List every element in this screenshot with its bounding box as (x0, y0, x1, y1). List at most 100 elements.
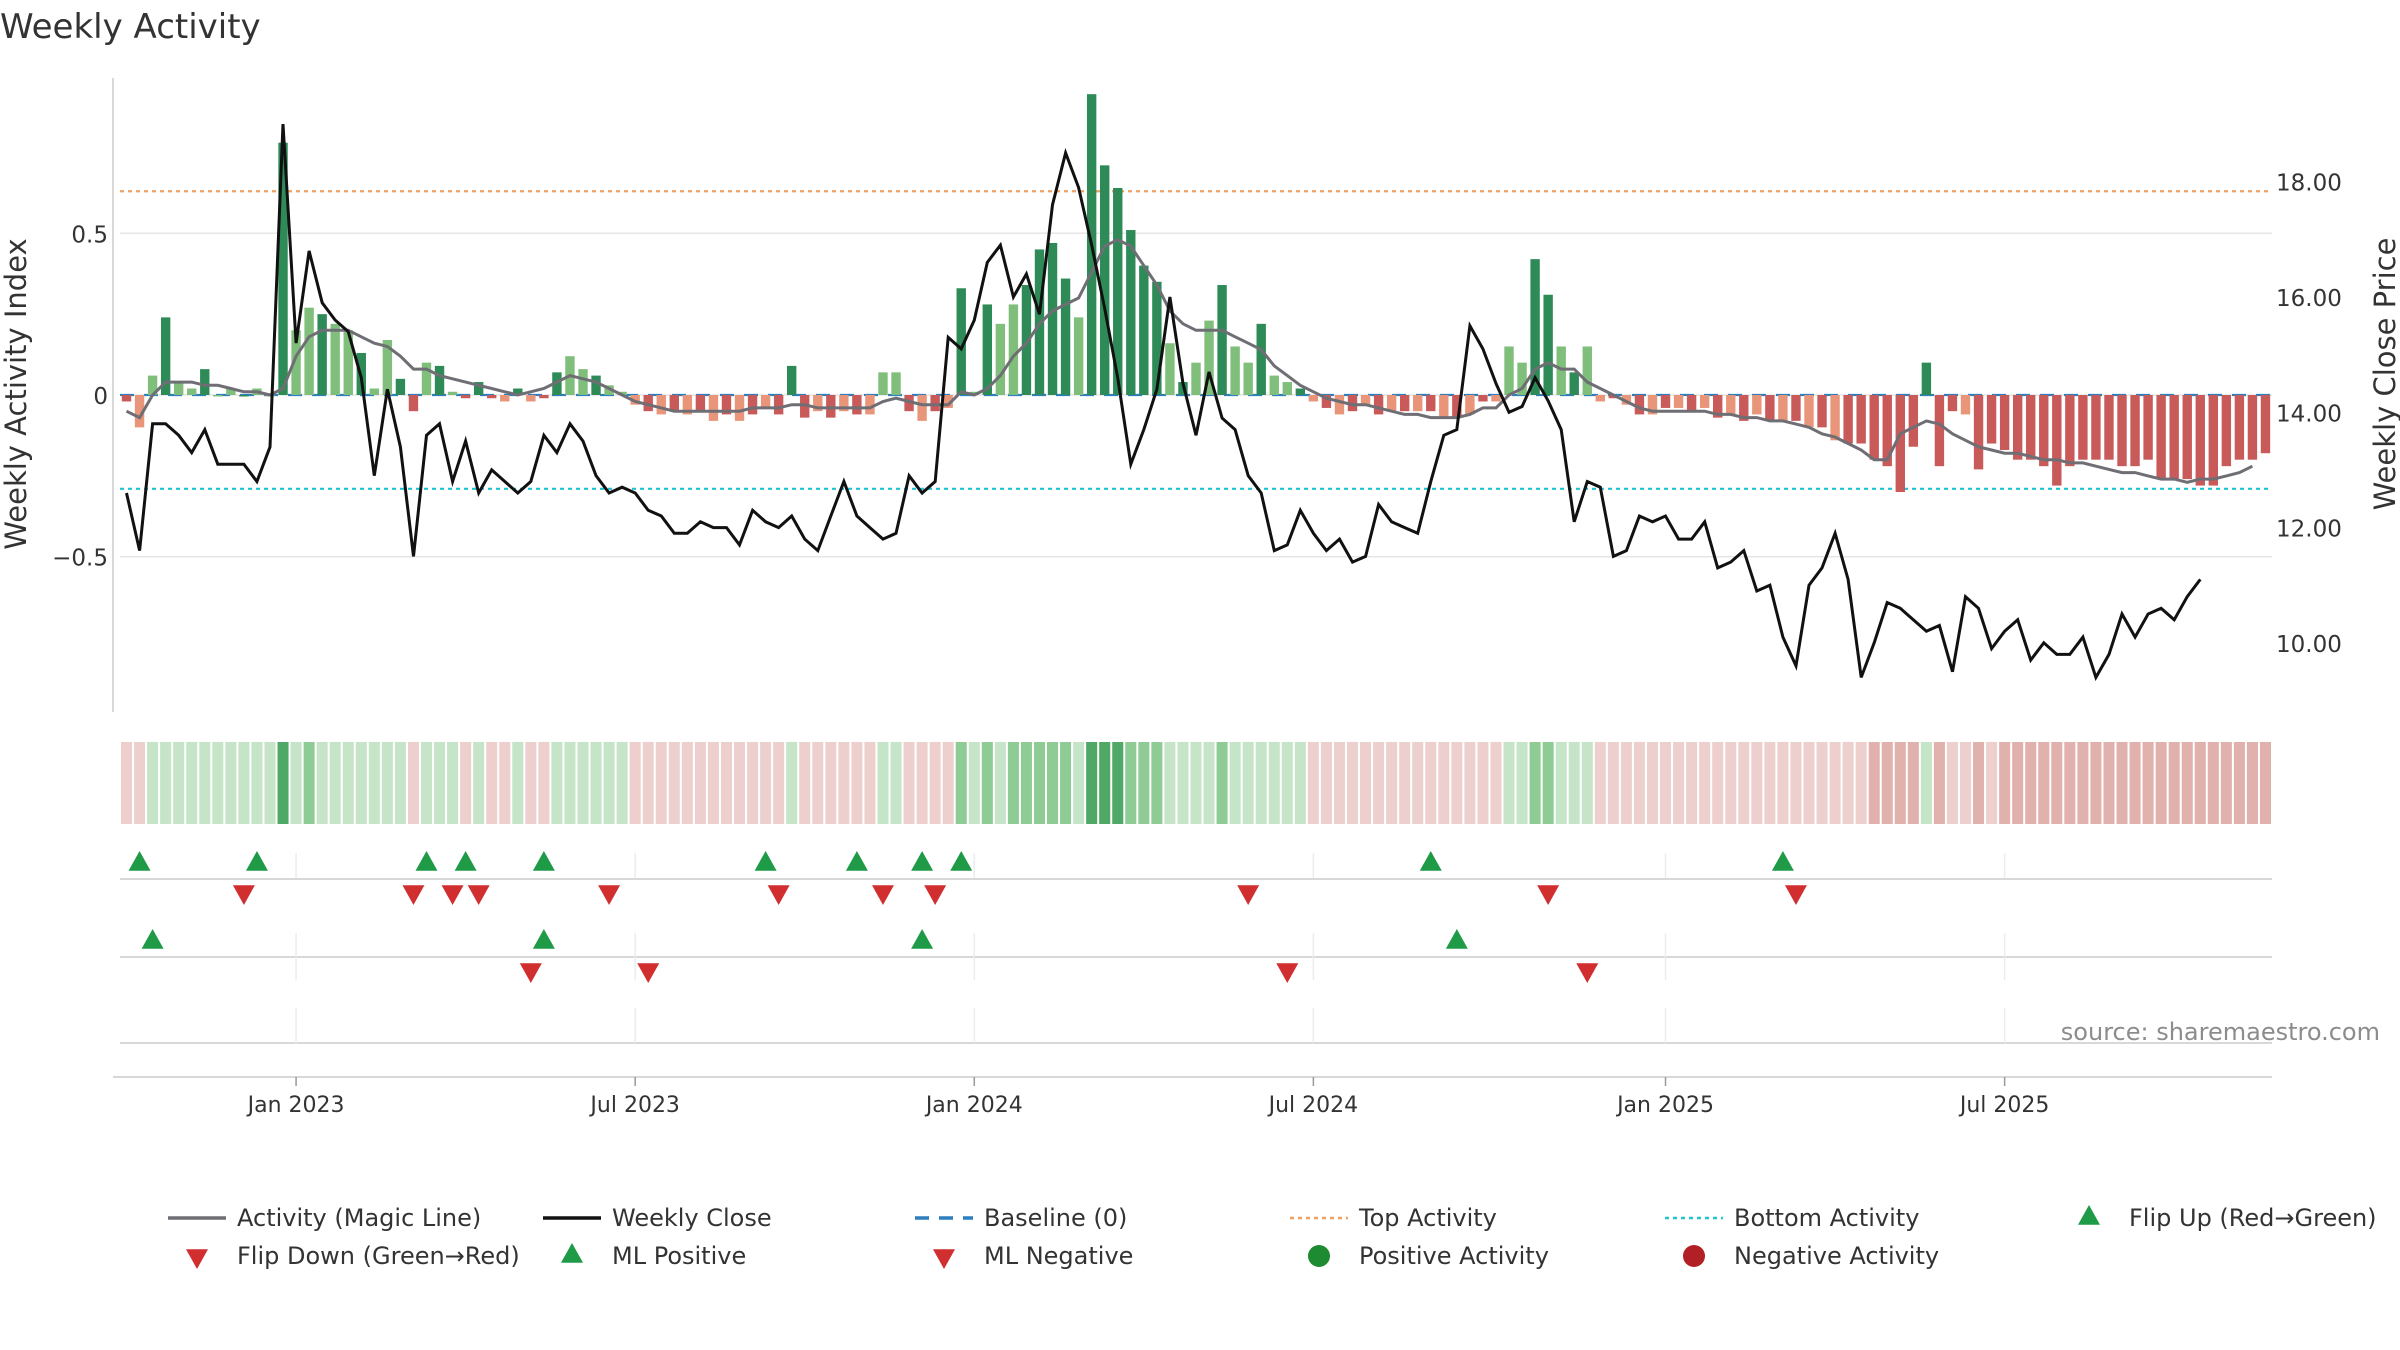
heat-strip-cell (1751, 742, 1763, 824)
heat-strip-cell (1033, 742, 1046, 824)
heat-strip-cell (460, 742, 472, 824)
activity-bar (1869, 395, 1879, 460)
legend-swatch-triangle-down (933, 1249, 955, 1269)
activity-bar (1113, 187, 1123, 395)
heat-strip-cell (1399, 742, 1411, 824)
activity-bar (2091, 395, 2101, 460)
activity-bar (1921, 362, 1932, 395)
heat-strip-cell (251, 742, 263, 824)
heat-strip-cell (1855, 742, 1867, 824)
heat-strip-cell (1973, 742, 1985, 824)
activity-bar (447, 391, 458, 395)
activity-bar (2065, 395, 2075, 467)
heat-strip-cell (1333, 742, 1345, 824)
activity-bar (2012, 395, 2023, 460)
flip-down-marker (767, 885, 790, 905)
heat-strip-cell (1803, 742, 1815, 824)
legend-label: Flip Down (Green→Red) (237, 1242, 520, 1270)
legend-swatch-circle (1308, 1245, 1330, 1267)
activity-bar (1986, 395, 1997, 444)
heat-strip-cell (968, 742, 980, 824)
legend-swatch-circle (1683, 1245, 1705, 1267)
flip-down-marker (924, 885, 947, 905)
activity-bar (1960, 395, 1971, 415)
activity-bar (2247, 395, 2258, 460)
activity-bar (1100, 165, 1110, 395)
activity-bar (1830, 395, 1840, 441)
heat-strip-cell (1829, 742, 1841, 824)
heat-strip-cell (877, 742, 889, 824)
heat-strip-cell (1477, 742, 1489, 824)
flip-down-marker (1237, 885, 1260, 905)
activity-bar (1126, 230, 1136, 395)
ml-negative-marker (1276, 963, 1299, 983)
heat-strip-cell (486, 742, 498, 824)
activity-bar (1634, 395, 1645, 415)
x-tick-label: Jul 2024 (1267, 1093, 1359, 1118)
heat-strip-cell (303, 742, 315, 824)
heat-strip-cell (903, 742, 915, 824)
heat-strip-cell (681, 742, 693, 824)
activity-bar (382, 340, 393, 395)
activity-bar (213, 395, 223, 397)
activity-bar (1647, 395, 1658, 415)
legend-label: Activity (Magic Line) (237, 1204, 481, 1232)
heat-strip-cell (668, 742, 680, 824)
legend-label: Baseline (0) (984, 1204, 1127, 1232)
heat-strip-cell (942, 742, 954, 824)
magic-line-series (125, 238, 2254, 484)
ml-positive-marker (532, 929, 555, 949)
activity-bar (1804, 395, 1814, 428)
x-tick-label: Jan 2025 (1615, 1093, 1714, 1118)
legend-label: Positive Activity (1359, 1242, 1549, 1270)
activity-bar (2195, 395, 2205, 486)
activity-bar (2169, 395, 2179, 480)
heat-strip-cell (1777, 742, 1789, 824)
activity-bar (682, 395, 693, 415)
activity-bar (1713, 395, 1723, 418)
heat-strip-cell (434, 742, 446, 824)
activity-bar (734, 395, 745, 421)
activity-bar (878, 372, 888, 395)
heat-strip-cell (1712, 742, 1724, 824)
legend-label: ML Negative (984, 1242, 1133, 1270)
legend-swatch-triangle-up (2078, 1205, 2100, 1225)
activity-bar (539, 395, 549, 399)
y-tick-left: 0.5 (71, 222, 108, 248)
heat-strip-cell (264, 742, 276, 824)
activity-bar (421, 362, 432, 395)
reference-lines (120, 190, 2272, 490)
ml-positive-marker (911, 929, 934, 949)
x-tick-label: Jan 2024 (924, 1093, 1023, 1118)
heat-strip-cell (2116, 742, 2128, 824)
flip-up-marker (1419, 851, 1442, 871)
heat-strip-cell (707, 742, 719, 824)
activity-bar (1673, 395, 1684, 408)
heat-strip-cell (733, 742, 746, 824)
heat-strip-cell (1203, 742, 1215, 824)
legend-label: Top Activity (1358, 1204, 1497, 1232)
activity-bar (917, 395, 927, 421)
activity-bar (1778, 395, 1788, 421)
heat-strip-cell (1151, 742, 1163, 824)
activity-bar (2026, 395, 2036, 460)
heat-strip-cell (994, 742, 1006, 824)
activity-bar (904, 395, 914, 412)
activity-bar (147, 375, 158, 395)
flip-up-marker (128, 851, 151, 871)
heat-strip-cell (551, 742, 563, 824)
heat-strip-cell (1086, 742, 1098, 824)
activity-bar (1021, 285, 1032, 395)
ml-negative-marker (637, 963, 660, 983)
heat-strip-cell (2129, 742, 2141, 824)
activity-bar (1739, 395, 1749, 421)
heat-strip-cell (838, 742, 850, 824)
heat-strip-cell (629, 742, 641, 824)
activity-bar (1791, 395, 1801, 421)
activity-bar (134, 395, 145, 428)
heat-strip-cell (1529, 742, 1541, 824)
activity-bar (369, 388, 380, 395)
activity-bar (826, 395, 836, 418)
heat-strip-cell (890, 742, 902, 824)
activity-bar (760, 395, 771, 408)
